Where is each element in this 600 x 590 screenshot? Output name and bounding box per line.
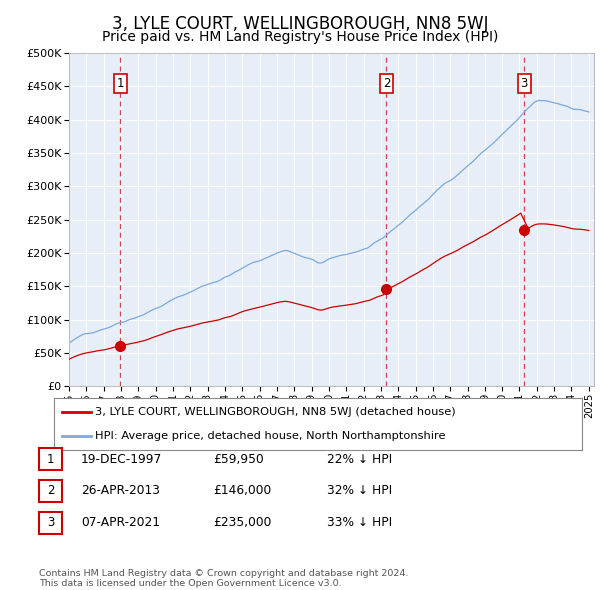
Text: 22% ↓ HPI: 22% ↓ HPI bbox=[327, 453, 392, 466]
Text: £235,000: £235,000 bbox=[213, 516, 271, 529]
Text: £59,950: £59,950 bbox=[213, 453, 264, 466]
Text: £146,000: £146,000 bbox=[213, 484, 271, 497]
Text: HPI: Average price, detached house, North Northamptonshire: HPI: Average price, detached house, Nort… bbox=[95, 431, 446, 441]
Text: Contains HM Land Registry data © Crown copyright and database right 2024.
This d: Contains HM Land Registry data © Crown c… bbox=[39, 569, 409, 588]
Text: 19-DEC-1997: 19-DEC-1997 bbox=[81, 453, 162, 466]
Text: Price paid vs. HM Land Registry's House Price Index (HPI): Price paid vs. HM Land Registry's House … bbox=[102, 30, 498, 44]
Text: 1: 1 bbox=[117, 77, 124, 90]
Text: 2: 2 bbox=[383, 77, 390, 90]
Text: 33% ↓ HPI: 33% ↓ HPI bbox=[327, 516, 392, 529]
Text: 32% ↓ HPI: 32% ↓ HPI bbox=[327, 484, 392, 497]
Text: 26-APR-2013: 26-APR-2013 bbox=[81, 484, 160, 497]
Text: 3: 3 bbox=[47, 516, 54, 529]
Text: 07-APR-2021: 07-APR-2021 bbox=[81, 516, 160, 529]
Text: 3: 3 bbox=[520, 77, 528, 90]
Text: 2: 2 bbox=[47, 484, 54, 497]
Text: 3, LYLE COURT, WELLINGBOROUGH, NN8 5WJ (detached house): 3, LYLE COURT, WELLINGBOROUGH, NN8 5WJ (… bbox=[95, 407, 456, 417]
Text: 1: 1 bbox=[47, 453, 54, 466]
Text: 3, LYLE COURT, WELLINGBOROUGH, NN8 5WJ: 3, LYLE COURT, WELLINGBOROUGH, NN8 5WJ bbox=[112, 15, 488, 34]
